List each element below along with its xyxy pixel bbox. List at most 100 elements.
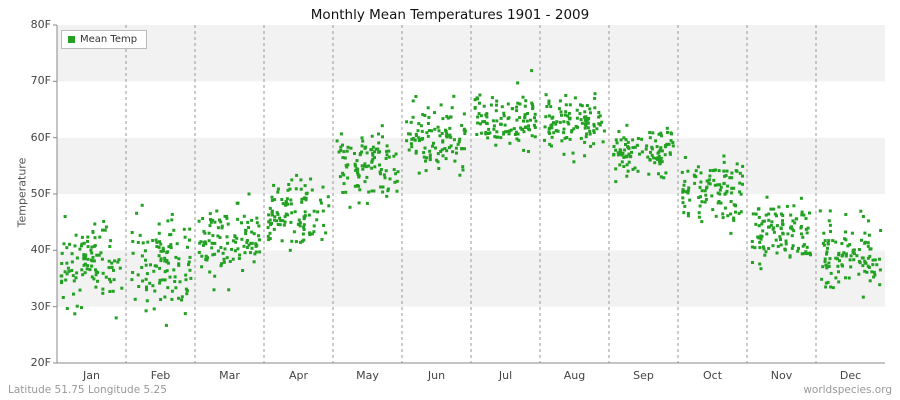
data-point	[554, 129, 558, 133]
data-point	[585, 104, 589, 107]
data-point	[513, 133, 517, 136]
data-point	[187, 260, 191, 264]
data-point	[73, 312, 77, 316]
data-point	[567, 122, 571, 126]
data-point	[74, 276, 78, 280]
data-point	[593, 96, 597, 100]
data-point	[598, 123, 602, 127]
data-point	[698, 185, 702, 189]
data-point	[420, 129, 424, 133]
data-point	[299, 187, 303, 191]
data-point	[550, 126, 554, 130]
data-point	[210, 241, 214, 245]
data-point	[436, 160, 440, 164]
data-point	[754, 222, 758, 226]
data-point	[444, 128, 447, 132]
data-point	[622, 136, 626, 140]
data-point	[428, 153, 432, 157]
data-point	[529, 118, 532, 122]
data-point	[310, 232, 314, 236]
data-point	[70, 269, 74, 272]
data-point	[578, 112, 582, 116]
data-point	[284, 203, 288, 207]
data-point	[730, 186, 734, 190]
data-point	[148, 281, 152, 285]
data-point	[851, 250, 855, 254]
x-tick-label: Aug	[563, 369, 586, 382]
data-point	[531, 105, 535, 109]
data-point	[288, 248, 292, 252]
data-point	[395, 179, 399, 183]
data-point	[65, 307, 69, 310]
data-point	[614, 148, 618, 152]
data-point	[299, 178, 303, 182]
data-point	[739, 210, 743, 214]
data-point	[565, 136, 569, 139]
data-point	[601, 140, 605, 144]
data-point	[568, 137, 572, 141]
data-point	[163, 295, 167, 299]
data-point	[414, 95, 418, 98]
data-point	[443, 147, 447, 150]
data-point	[168, 275, 172, 279]
data-point	[595, 127, 599, 131]
data-point	[316, 210, 320, 214]
data-point	[299, 240, 303, 244]
data-point	[492, 127, 496, 131]
data-point	[425, 131, 429, 135]
data-point	[86, 239, 89, 243]
data-point	[485, 112, 489, 116]
data-point	[863, 231, 867, 235]
data-point	[113, 259, 117, 263]
data-point	[159, 249, 163, 253]
data-point	[108, 245, 112, 248]
data-point	[584, 120, 588, 124]
data-point	[790, 246, 794, 250]
data-point	[152, 307, 156, 311]
y-tick-label: 70F	[30, 74, 51, 88]
data-point	[619, 150, 623, 154]
data-point	[367, 164, 371, 168]
data-point	[473, 106, 477, 110]
data-point	[108, 277, 111, 281]
data-point	[700, 189, 704, 193]
data-point	[714, 214, 718, 218]
y-tick-label: 50F	[30, 187, 51, 200]
data-point	[384, 157, 388, 160]
data-point	[345, 165, 349, 169]
data-point	[837, 251, 841, 255]
data-point	[254, 244, 258, 248]
data-point	[308, 233, 312, 237]
data-point	[83, 271, 87, 275]
data-point	[295, 173, 299, 177]
data-point	[444, 157, 448, 161]
data-point	[170, 218, 174, 222]
data-point	[285, 197, 289, 201]
data-point	[850, 231, 854, 235]
data-point	[236, 247, 240, 251]
data-point	[878, 257, 881, 261]
data-point	[704, 193, 708, 197]
data-point	[243, 251, 247, 255]
data-point	[623, 148, 627, 152]
data-point	[64, 278, 68, 282]
data-point	[840, 254, 844, 258]
data-point	[860, 256, 864, 260]
data-point	[515, 105, 519, 109]
data-point	[802, 213, 806, 217]
data-point	[493, 135, 497, 139]
data-point	[653, 161, 657, 165]
data-point	[360, 136, 364, 140]
data-point	[281, 202, 285, 206]
data-point	[562, 120, 566, 124]
data-point	[421, 113, 425, 117]
data-point	[800, 213, 804, 217]
data-point	[213, 252, 217, 256]
data-point	[301, 232, 305, 236]
data-point	[163, 259, 167, 263]
data-point	[272, 227, 276, 231]
data-point	[211, 234, 215, 238]
data-point	[252, 232, 256, 236]
data-point	[270, 210, 274, 214]
data-point	[821, 265, 825, 269]
